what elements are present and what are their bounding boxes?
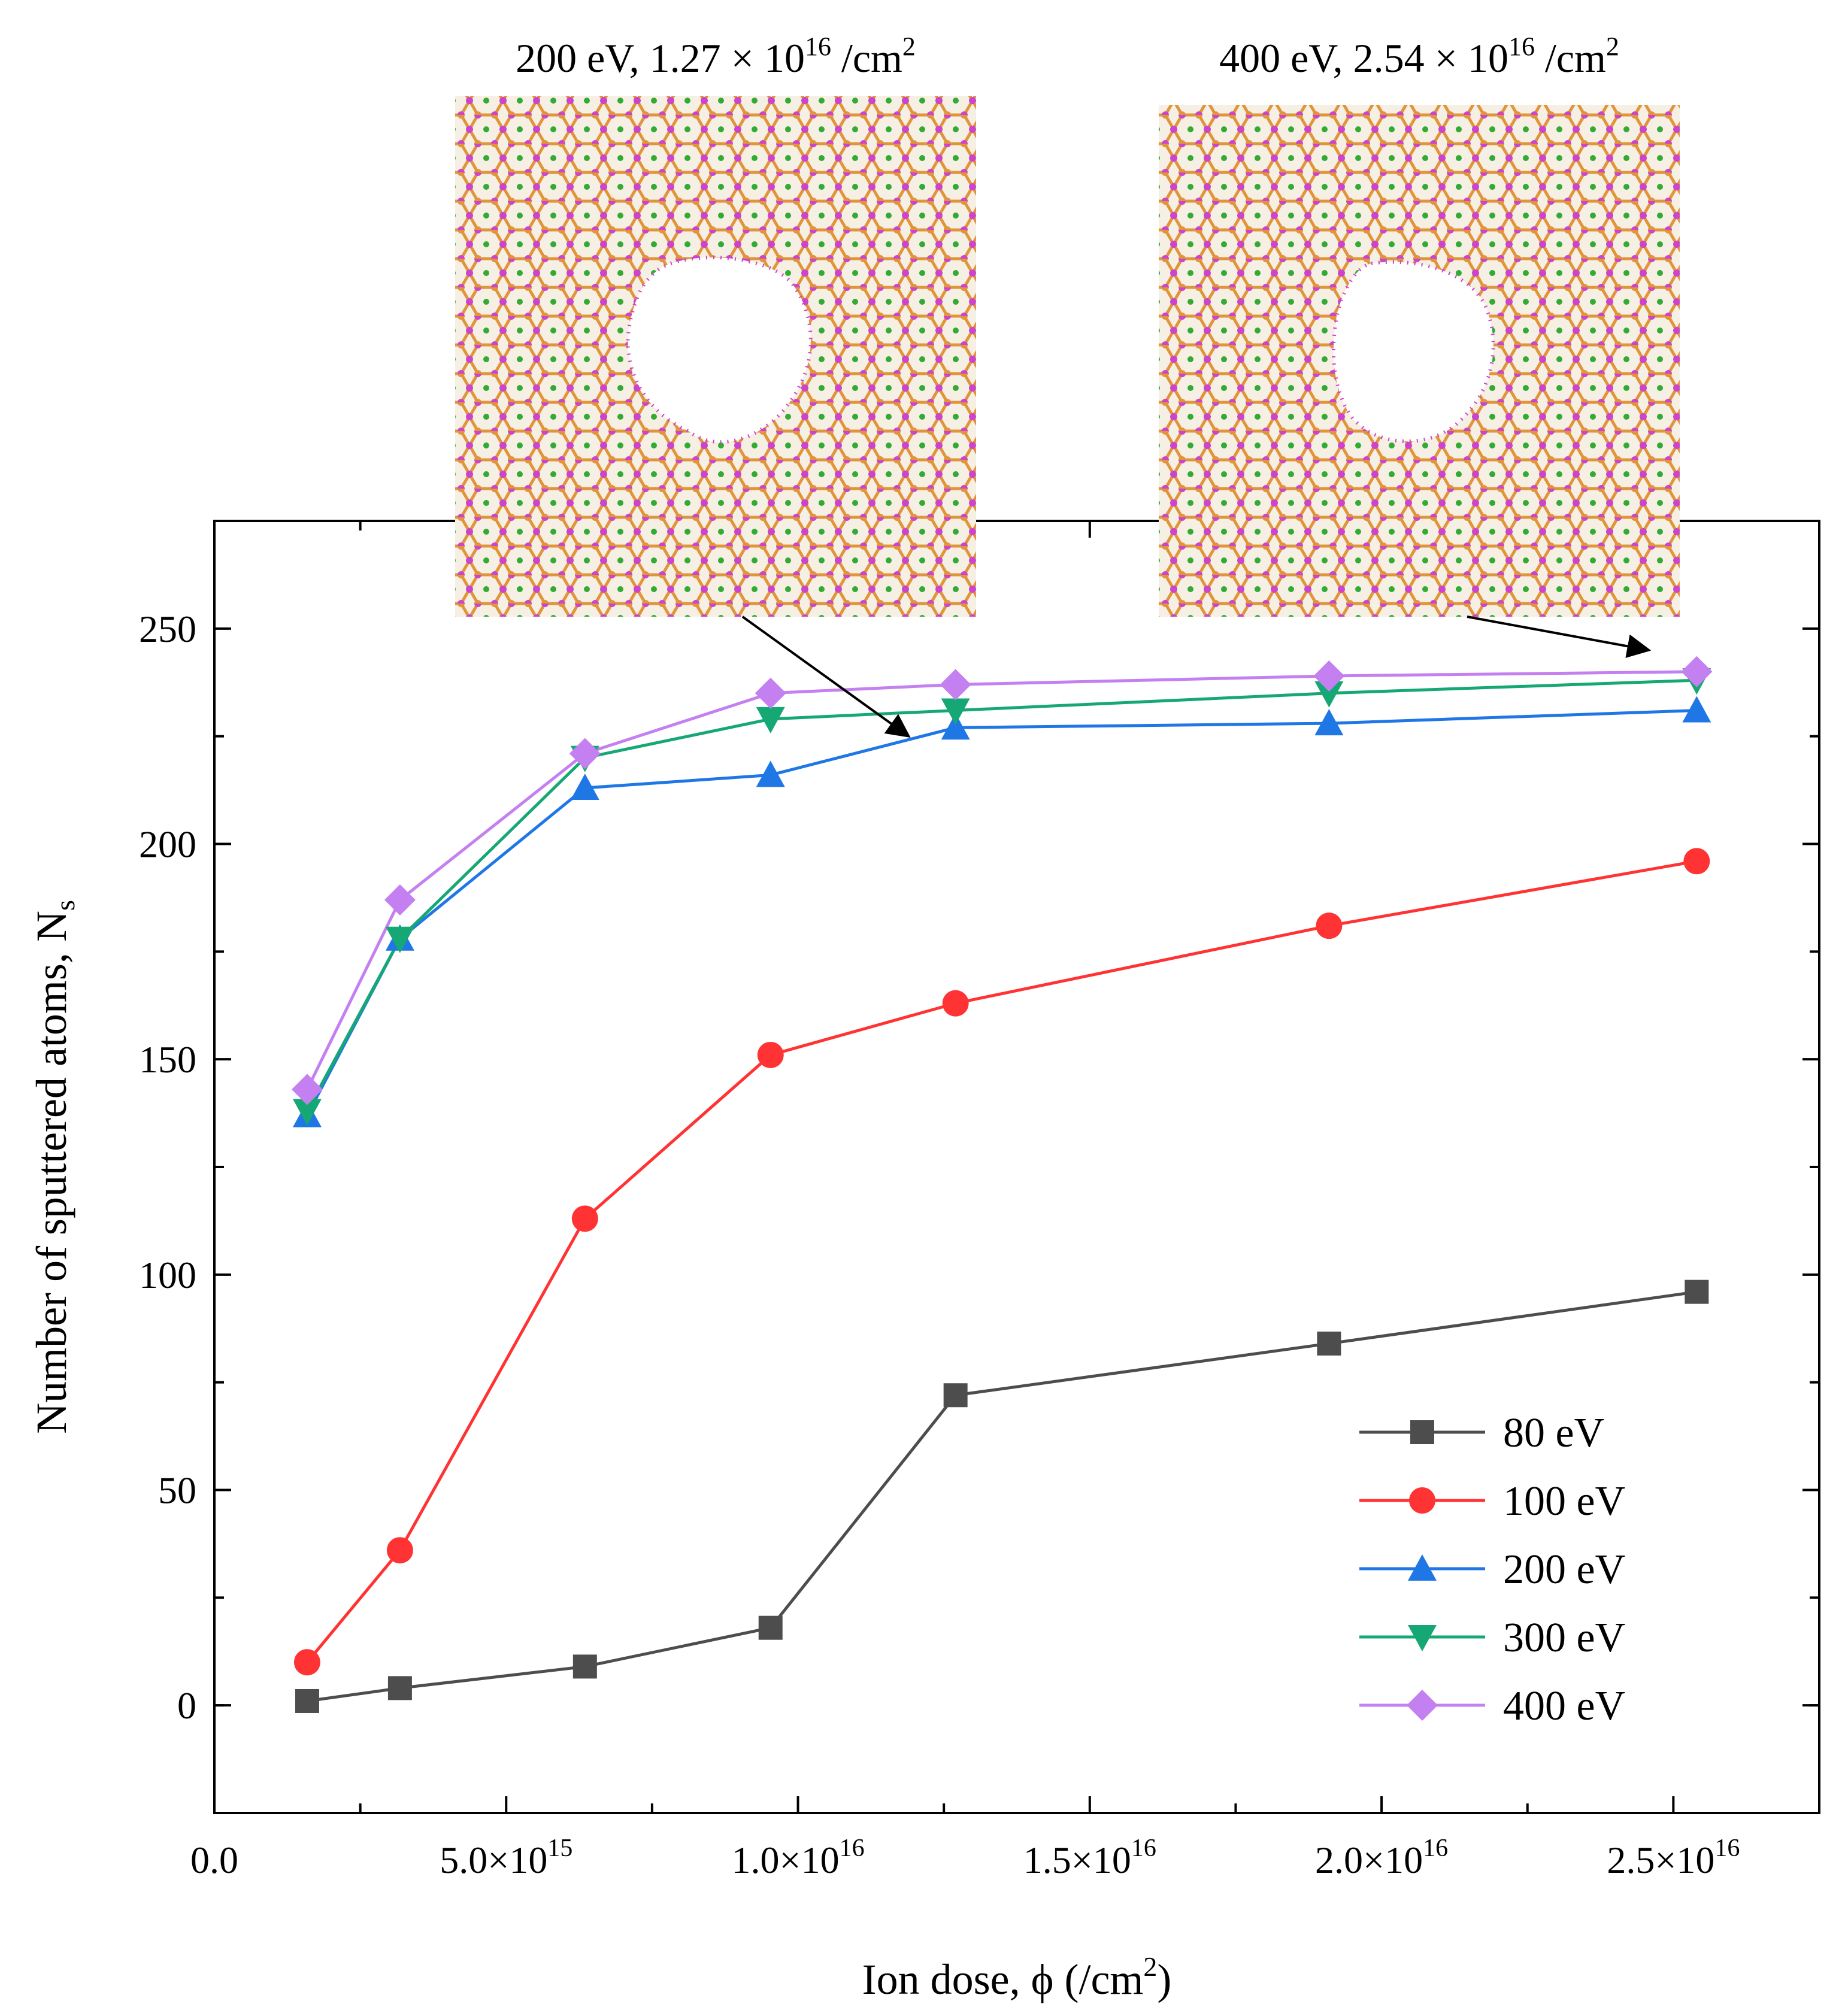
data-point-80-ev <box>295 1688 319 1713</box>
data-point-100-ev <box>386 1537 413 1564</box>
series-lines <box>305 670 1697 1703</box>
data-point-80-ev <box>943 1383 968 1408</box>
inset-400ev-arrow <box>1467 616 1652 658</box>
legend-marker-100-ev <box>1409 1487 1435 1514</box>
legend-label-100-ev: 100 eV <box>1503 1478 1625 1524</box>
inset-400ev-title: 400 eV, 2.54 × 1016 /cm2 <box>1219 32 1619 81</box>
inset-400ev: 400 eV, 2.54 × 1016 /cm2 <box>1159 32 1680 658</box>
data-point-100-ev <box>1683 848 1710 875</box>
inset-200ev-title: 200 eV, 1.27 × 1016 /cm2 <box>516 32 916 81</box>
data-point-200-ev <box>1682 696 1711 723</box>
legend-label-80-ev: 80 eV <box>1503 1410 1604 1456</box>
data-point-200-ev <box>941 713 970 740</box>
data-point-200-ev <box>570 773 599 800</box>
data-point-400-ev <box>755 677 786 709</box>
x-tick-labels: 0.0 5.0×1015 1.0×1016 1.5×1016 2.0×1016 2.5×1… <box>190 1835 1740 1881</box>
y-tick-label: 250 <box>139 608 196 650</box>
data-point-100-ev <box>942 990 969 1017</box>
data-point-100-ev <box>1316 912 1343 939</box>
x-tick-label: 5.0×1015 <box>440 1835 572 1881</box>
data-point-300-ev <box>292 1099 322 1126</box>
data-point-300-ev <box>941 698 970 725</box>
data-point-80-ev <box>572 1654 597 1679</box>
legend: 80 eV 100 eV 200 eV 300 eV 400 eV <box>1359 1410 1625 1729</box>
y-tick-labels: 0 50 100 150 200 250 <box>139 608 196 1727</box>
legend-label-400-ev: 400 eV <box>1503 1683 1625 1729</box>
series-markers <box>291 656 1713 1713</box>
legend-marker-400-ev <box>1407 1690 1438 1721</box>
y-tick-label: 150 <box>139 1038 196 1081</box>
x-tick-label: 1.5×1016 <box>1023 1835 1156 1881</box>
data-point-300-ev <box>1314 681 1344 708</box>
inset-200ev-pore <box>626 256 813 444</box>
y-tick-label: 50 <box>158 1469 196 1512</box>
data-point-400-ev <box>291 1074 323 1105</box>
data-point-80-ev <box>758 1615 783 1640</box>
series-line-200-ev <box>305 709 1697 1116</box>
legend-marker-200-ev <box>1408 1554 1437 1581</box>
data-point-400-ev <box>569 738 601 769</box>
data-point-400-ev <box>1681 656 1713 687</box>
legend-label-300-ev: 300 eV <box>1503 1615 1625 1661</box>
series-line-100-ev <box>306 859 1697 1663</box>
legend-label-200-ev: 200 eV <box>1503 1547 1625 1593</box>
data-point-300-ev <box>756 707 785 733</box>
data-point-100-ev <box>293 1649 320 1676</box>
data-point-400-ev <box>1313 660 1345 692</box>
data-point-80-ev <box>1317 1331 1341 1356</box>
y-axis-title: Number of sputtered atoms, Ns <box>28 900 80 1434</box>
series-line-300-ev <box>305 678 1697 1112</box>
x-tick-label: 1.0×1016 <box>731 1835 864 1881</box>
x-tick-label: 0.0 <box>190 1839 238 1881</box>
data-point-200-ev <box>1314 709 1344 736</box>
y-tick-label: 200 <box>139 823 196 866</box>
inset-400ev-pore <box>1331 260 1495 444</box>
data-point-400-ev <box>940 669 971 701</box>
data-point-200-ev <box>756 760 785 787</box>
x-tick-label: 2.0×1016 <box>1315 1835 1448 1881</box>
x-tick-label: 2.5×1016 <box>1607 1835 1740 1881</box>
data-point-80-ev <box>1685 1280 1709 1304</box>
x-axis-title: Ion dose, ϕ (/cm2) <box>862 1951 1172 2003</box>
data-point-400-ev <box>384 884 416 916</box>
y-tick-label: 0 <box>177 1684 196 1727</box>
inset-200ev: 200 eV, 1.27 × 1016 /cm2 <box>455 32 976 738</box>
y-tick-label: 100 <box>139 1254 196 1296</box>
data-point-80-ev <box>387 1676 412 1700</box>
data-point-100-ev <box>571 1205 598 1232</box>
series-line-400-ev <box>305 670 1697 1090</box>
legend-marker-80-ev <box>1410 1420 1434 1444</box>
data-point-100-ev <box>757 1041 784 1068</box>
legend-marker-300-ev <box>1408 1625 1437 1651</box>
series-line-80-ev <box>307 1290 1697 1703</box>
inset-200ev-arrow <box>741 616 911 738</box>
data-point-300-ev <box>385 926 414 953</box>
